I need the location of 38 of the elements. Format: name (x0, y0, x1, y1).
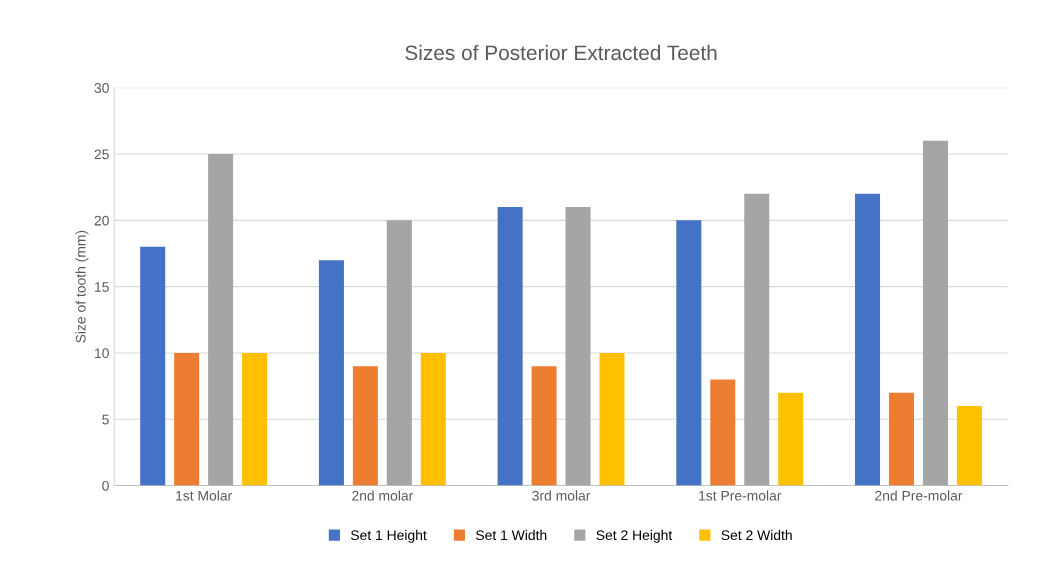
bar (420, 352, 446, 486)
bar (565, 207, 591, 486)
bar (386, 220, 412, 486)
y-axis-title: Size of tooth (mm) (75, 230, 89, 343)
bar (599, 352, 625, 486)
x-tick-label: 2nd molar (352, 490, 413, 501)
bar (956, 405, 982, 486)
x-tick-label: 1st Pre-molar (699, 490, 782, 501)
bar (208, 154, 234, 486)
bar (855, 193, 881, 486)
y-tick-label: 20 (94, 215, 109, 226)
bar (497, 207, 523, 486)
bar (531, 366, 557, 486)
legend-label: Set 2 Width (721, 529, 792, 541)
x-tick-label: 2nd Pre-molar (875, 490, 963, 501)
y-tick-label: 15 (95, 282, 109, 292)
legend-label: Set 2 Height (596, 529, 673, 543)
bar (676, 220, 702, 486)
y-tick-label: 30 (94, 83, 109, 93)
bar (174, 352, 200, 486)
bar (922, 140, 948, 486)
y-tick-label: 5 (102, 414, 109, 425)
bar (352, 366, 378, 486)
bar (140, 246, 166, 486)
bar (242, 352, 268, 486)
bar (778, 392, 804, 486)
bar (710, 379, 736, 486)
bar (318, 260, 344, 486)
y-tick-label: 10 (95, 348, 109, 359)
legend-label: Set 1 Width (476, 529, 547, 541)
bar (744, 193, 770, 486)
chart-title: Sizes of Posterior Extracted Teeth (405, 44, 717, 61)
bar (888, 392, 915, 486)
x-tick-label: 1st Molar (176, 490, 232, 501)
y-tick-label: 0 (102, 480, 109, 491)
legend-label: Set 1 Height (350, 529, 427, 543)
x-tick-label: 3rd molar (532, 490, 591, 501)
y-tick-label: 25 (94, 149, 109, 160)
